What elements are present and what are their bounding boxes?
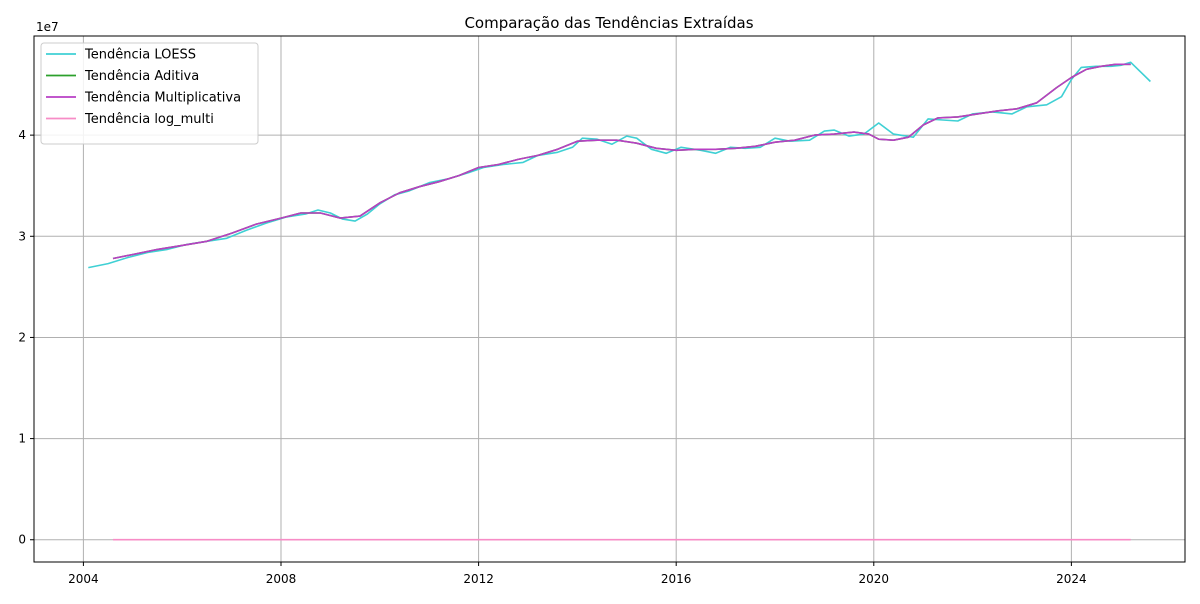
- y-tick-label: 2: [18, 330, 26, 344]
- y-axis-offset-label: 1e7: [36, 20, 59, 34]
- axis-ticks: 2004 2008 2012 2016 2020 2024 0 1 2 3 4: [18, 128, 1086, 586]
- x-tick-label: 2012: [463, 572, 494, 586]
- legend-label: Tendência LOESS: [84, 48, 196, 63]
- plot-frame: [33, 35, 1186, 563]
- series-line-tendencia-multiplicativa: [112, 63, 1131, 260]
- series-layer: [88, 61, 1151, 541]
- y-tick-label: 1: [18, 432, 26, 446]
- y-tick-label: 3: [18, 229, 26, 243]
- legend-label: Tendência Aditiva: [84, 69, 199, 84]
- chart-title: Comparação das Tendências Extraídas: [464, 14, 753, 32]
- x-tick-label: 2008: [266, 572, 297, 586]
- legend-box: [40, 42, 259, 145]
- legend-label: Tendência Multiplicativa: [84, 91, 241, 106]
- x-tick-label: 2020: [859, 572, 890, 586]
- x-tick-label: 2004: [68, 572, 99, 586]
- y-tick-label: 0: [18, 533, 26, 547]
- y-tick-label: 4: [18, 128, 26, 142]
- x-tick-label: 2016: [661, 572, 692, 586]
- legend-label: Tendência log_multi: [84, 112, 214, 127]
- series-line-tendencia-aditiva: [112, 63, 1131, 260]
- x-tick-label: 2024: [1056, 572, 1087, 586]
- legend: Tendência LOESS Tendência Aditiva Tendênci…: [40, 42, 259, 145]
